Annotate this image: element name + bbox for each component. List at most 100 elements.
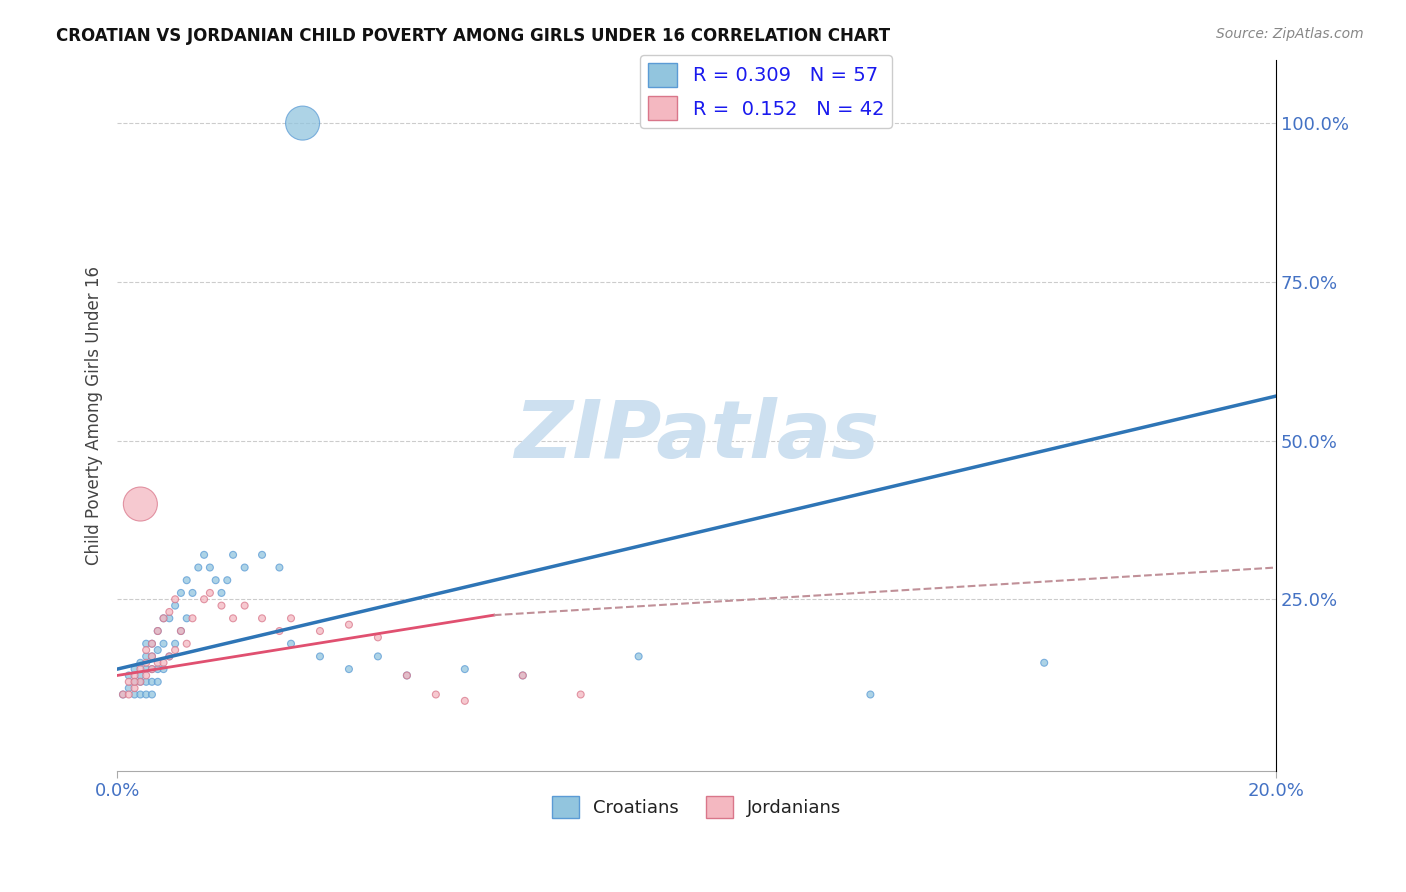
Point (204, 573, 226, 587)
Point (157, 649, 180, 664)
Point (141, 649, 163, 664)
Point (211, 599, 233, 613)
Point (176, 637, 198, 651)
Point (233, 560, 256, 574)
Point (146, 643, 169, 657)
Point (181, 586, 204, 600)
Point (233, 599, 256, 613)
Point (170, 624, 193, 638)
Point (141, 662, 163, 676)
Point (118, 681, 141, 695)
Point (129, 662, 152, 676)
Point (118, 668, 141, 682)
Point (141, 662, 163, 676)
Point (141, 649, 163, 664)
Point (111, 688, 134, 702)
Point (146, 624, 169, 638)
Point (129, 656, 152, 670)
Point (129, 688, 152, 702)
Point (129, 674, 152, 689)
Point (152, 656, 174, 670)
Point (187, 560, 209, 574)
Point (165, 599, 187, 613)
Point (135, 668, 157, 682)
Y-axis label: Child Poverty Among Girls Under 16: Child Poverty Among Girls Under 16 (86, 266, 103, 565)
Point (146, 656, 169, 670)
Point (152, 611, 174, 625)
Point (309, 624, 332, 638)
Point (146, 662, 169, 676)
Point (135, 649, 157, 664)
Point (181, 611, 204, 625)
Text: ZIPatlas: ZIPatlas (515, 398, 879, 475)
Point (141, 637, 163, 651)
Point (211, 586, 233, 600)
Point (269, 624, 291, 638)
Point (512, 668, 534, 682)
Point (395, 668, 418, 682)
Point (118, 674, 141, 689)
Point (135, 688, 157, 702)
Point (222, 548, 245, 562)
Point (291, 116, 314, 130)
Point (124, 688, 146, 702)
Point (309, 649, 332, 664)
Point (141, 688, 163, 702)
Point (627, 649, 650, 664)
Point (395, 668, 418, 682)
Point (152, 637, 174, 651)
Point (198, 586, 221, 600)
Point (367, 631, 389, 645)
Point (165, 592, 187, 607)
Point (118, 688, 141, 702)
Point (135, 643, 157, 657)
Point (269, 560, 291, 574)
Text: CROATIAN VS JORDANIAN CHILD POVERTY AMONG GIRLS UNDER 16 CORRELATION CHART: CROATIAN VS JORDANIAN CHILD POVERTY AMON… (56, 27, 890, 45)
Point (124, 674, 146, 689)
Point (193, 592, 215, 607)
Point (280, 611, 302, 625)
Point (165, 637, 187, 651)
Point (222, 611, 245, 625)
Point (129, 497, 152, 511)
Point (135, 656, 157, 670)
Point (157, 649, 180, 664)
Point (250, 548, 273, 562)
Point (124, 674, 146, 689)
Point (152, 662, 174, 676)
Point (512, 668, 534, 682)
Point (425, 688, 447, 702)
Point (859, 688, 882, 702)
Point (569, 688, 592, 702)
Point (157, 605, 180, 619)
Legend: Croatians, Jordanians: Croatians, Jordanians (544, 789, 849, 826)
Point (170, 624, 193, 638)
Point (250, 611, 273, 625)
Point (337, 662, 360, 676)
Point (129, 668, 152, 682)
Point (135, 674, 157, 689)
Point (124, 681, 146, 695)
Point (193, 548, 215, 562)
Point (198, 560, 221, 574)
Point (129, 674, 152, 689)
Point (165, 643, 187, 657)
Point (217, 573, 239, 587)
Point (1033, 656, 1056, 670)
Point (135, 662, 157, 676)
Point (280, 637, 302, 651)
Point (111, 688, 134, 702)
Point (176, 611, 198, 625)
Point (367, 649, 389, 664)
Point (135, 637, 157, 651)
Point (141, 637, 163, 651)
Point (157, 611, 180, 625)
Point (141, 674, 163, 689)
Point (176, 573, 198, 587)
Point (124, 662, 146, 676)
Point (146, 674, 169, 689)
Point (454, 662, 477, 676)
Point (337, 617, 360, 632)
Point (170, 586, 193, 600)
Point (124, 668, 146, 682)
